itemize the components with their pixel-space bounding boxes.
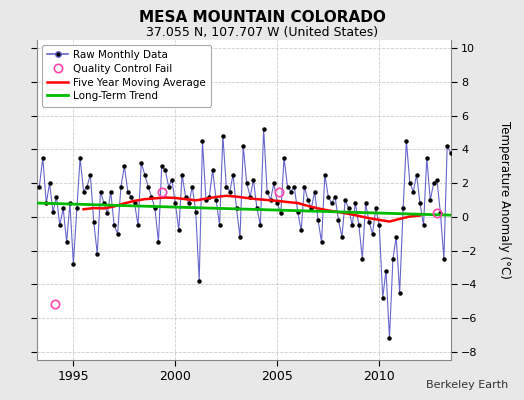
Y-axis label: Temperature Anomaly (°C): Temperature Anomaly (°C) xyxy=(498,121,511,279)
Text: 37.055 N, 107.707 W (United States): 37.055 N, 107.707 W (United States) xyxy=(146,26,378,39)
Text: Berkeley Earth: Berkeley Earth xyxy=(426,380,508,390)
Text: MESA MOUNTAIN COLORADO: MESA MOUNTAIN COLORADO xyxy=(138,10,386,25)
Legend: Raw Monthly Data, Quality Control Fail, Five Year Moving Average, Long-Term Tren: Raw Monthly Data, Quality Control Fail, … xyxy=(42,45,211,106)
